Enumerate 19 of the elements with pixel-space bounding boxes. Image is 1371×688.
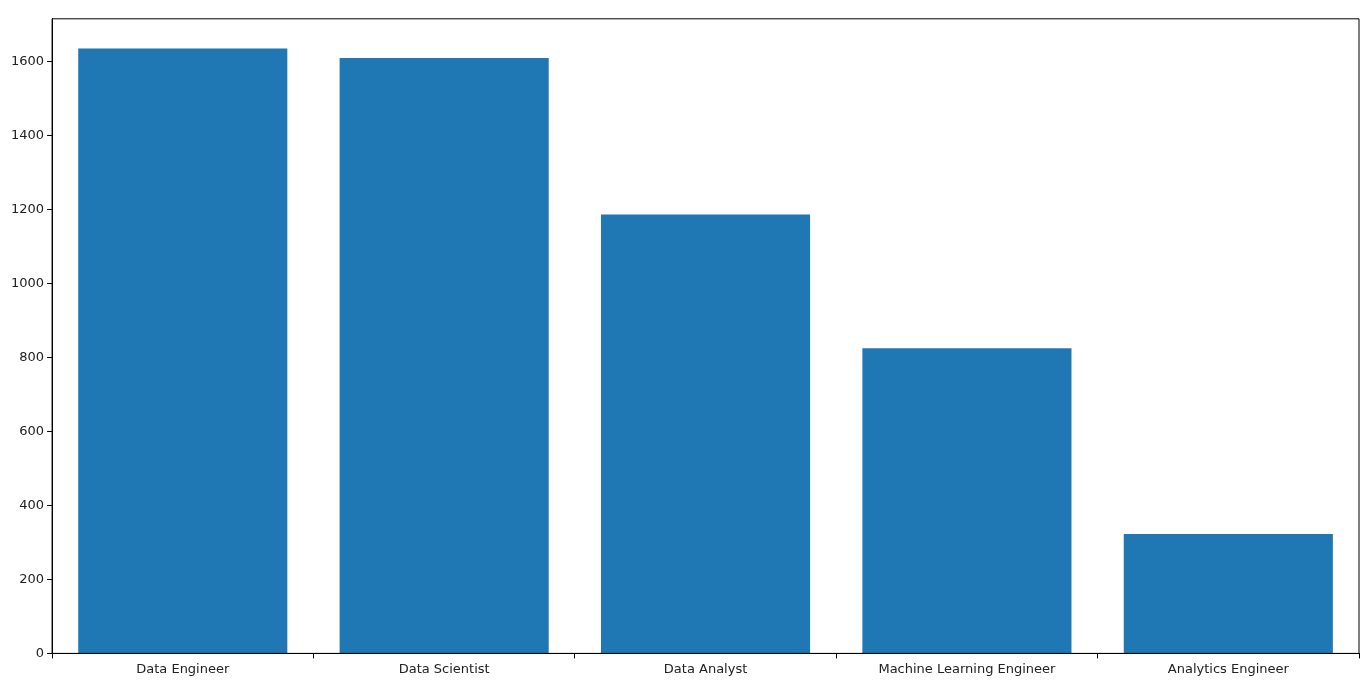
bar — [862, 348, 1072, 653]
bar — [600, 214, 811, 653]
y-tick-label: 1000 — [10, 274, 45, 290]
x-tick-label: Data Analyst — [663, 660, 748, 676]
y-tick-label: 1400 — [10, 126, 45, 142]
x-tick-label: Analytics Engineer — [1167, 660, 1290, 676]
y-tick-label: 0 — [35, 644, 45, 660]
x-tick-label: Data Engineer — [136, 660, 230, 676]
bar — [1123, 533, 1333, 653]
y-tick-label: 200 — [19, 570, 45, 586]
y-tick-label: 1600 — [10, 52, 45, 68]
y-tick-label: 600 — [19, 422, 45, 438]
bar — [339, 58, 549, 653]
x-tick-label: Machine Learning Engineer — [878, 660, 1057, 676]
y-tick-label: 1200 — [10, 200, 45, 216]
y-tick-label: 400 — [19, 496, 45, 512]
x-tick-label: Data Scientist — [398, 660, 490, 676]
bar — [78, 48, 288, 653]
y-tick-label: 800 — [19, 348, 45, 364]
